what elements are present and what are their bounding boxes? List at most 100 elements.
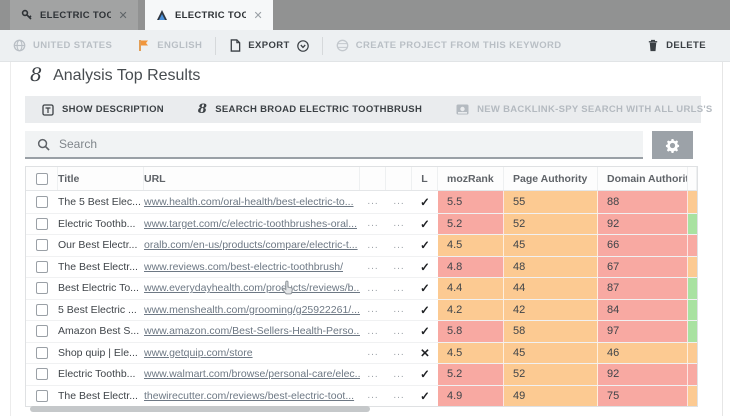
scrollbar-thumb[interactable] xyxy=(30,406,370,412)
tab-label: ELECTRIC TOOTHB... xyxy=(175,9,247,21)
search-input[interactable] xyxy=(59,137,575,151)
row-extra1: ... xyxy=(367,325,379,337)
row-linked-mark: ✓ xyxy=(420,304,430,317)
row-checkbox[interactable] xyxy=(36,260,48,273)
search-broad-button[interactable]: 8 SEARCH BROAD ELECTRIC TOOTHBRUSH xyxy=(181,96,439,123)
table-row[interactable]: 5 Best Electric ... www.menshealth.com/g… xyxy=(26,298,697,320)
language-selector[interactable]: ENGLISH xyxy=(125,30,215,61)
toolbar-divider xyxy=(321,36,323,55)
table-row[interactable]: Amazon Best S... www.amazon.com/Best-Sel… xyxy=(26,320,697,342)
row-page-authority: 44 xyxy=(504,278,598,299)
export-file-icon xyxy=(229,39,241,52)
row-url-link[interactable]: www.menshealth.com/grooming/g25922261/..… xyxy=(144,303,360,316)
column-header-page-authority[interactable]: Page Authority xyxy=(504,167,598,190)
column-header-linked[interactable]: L xyxy=(412,167,438,190)
row-clipped-cell xyxy=(688,235,697,256)
row-url-link[interactable]: www.health.com/oral-health/best-electric… xyxy=(144,195,354,208)
tab-analysis[interactable]: ELECTRIC TOOTHB... ✕ xyxy=(145,0,273,30)
close-icon[interactable]: ✕ xyxy=(118,9,128,22)
country-selector[interactable]: UNITED STATES xyxy=(0,30,125,61)
row-extra1: ... xyxy=(367,368,379,380)
close-icon[interactable]: ✕ xyxy=(253,9,263,22)
row-mozrank: 4.4 xyxy=(438,278,504,299)
trash-icon xyxy=(647,39,659,52)
table-row[interactable]: Best Electric To... www.everydayhealth.c… xyxy=(26,277,697,299)
table-row[interactable]: Electric Toothb... www.walmart.com/brows… xyxy=(26,363,697,385)
column-header-mozrank[interactable]: mozRank xyxy=(438,167,504,190)
row-title: 5 Best Electric ... xyxy=(58,303,137,316)
row-url-link[interactable]: www.walmart.com/browse/personal-care/ele… xyxy=(144,368,360,381)
toolbar: UNITED STATES ENGLISH EXPORT CREATE PROJ… xyxy=(0,30,730,62)
row-extra1: ... xyxy=(367,304,379,316)
table-body: The 5 Best Elec... www.health.com/oral-h… xyxy=(26,191,697,406)
row-extra1: ... xyxy=(367,282,379,294)
flag-icon xyxy=(138,39,150,52)
row-title: The 5 Best Elec... xyxy=(58,195,141,208)
row-checkbox[interactable] xyxy=(36,368,48,381)
settings-button[interactable] xyxy=(652,131,693,159)
row-clipped-cell xyxy=(688,213,697,234)
row-extra2: ... xyxy=(393,347,405,359)
row-page-authority: 52 xyxy=(504,364,598,385)
search-icon xyxy=(37,138,50,151)
row-extra1: ... xyxy=(367,196,379,208)
row-extra2: ... xyxy=(393,304,405,316)
tab-keyword[interactable]: ELECTRIC TOOTHB... ✕ xyxy=(10,0,138,30)
row-page-authority: 58 xyxy=(504,321,598,342)
row-url-link[interactable]: www.reviews.com/best-electric-toothbrush… xyxy=(144,260,343,273)
row-title: The Best Electr... xyxy=(58,389,138,402)
row-mozrank: 5.2 xyxy=(438,364,504,385)
row-domain-authority: 66 xyxy=(598,235,688,256)
row-checkbox[interactable] xyxy=(36,389,48,402)
globe-icon xyxy=(13,39,26,52)
row-page-authority: 42 xyxy=(504,299,598,320)
row-domain-authority: 92 xyxy=(598,213,688,234)
row-page-authority: 48 xyxy=(504,256,598,277)
select-all-checkbox[interactable] xyxy=(35,172,48,185)
row-checkbox[interactable] xyxy=(36,282,48,295)
row-url-link[interactable]: www.amazon.com/Best-Sellers-Health-Perso… xyxy=(144,325,360,338)
row-mozrank: 4.5 xyxy=(438,342,504,363)
show-description-button[interactable]: SHOW DESCRIPTION xyxy=(25,96,181,123)
table-row[interactable]: The Best Electr... www.reviews.com/best-… xyxy=(26,255,697,277)
table-row[interactable]: The 5 Best Elec... www.health.com/oral-h… xyxy=(26,191,697,213)
search-bar[interactable] xyxy=(25,131,643,159)
table-row[interactable]: Our Best Electr... oralb.com/en-us/produ… xyxy=(26,234,697,256)
row-checkbox[interactable] xyxy=(36,217,48,230)
row-extra1: ... xyxy=(367,390,379,402)
table-row[interactable]: Electric Toothb... www.target.com/c/elec… xyxy=(26,212,697,234)
column-header-domain-authority[interactable]: Domain Authority xyxy=(598,167,688,190)
row-url-link[interactable]: thewirecutter.com/reviews/best-electric-… xyxy=(144,389,355,402)
row-title: Best Electric To... xyxy=(58,282,139,295)
row-checkbox[interactable] xyxy=(36,346,48,359)
row-extra1: ... xyxy=(367,218,379,230)
create-project-label: CREATE PROJECT FROM THIS KEYWORD xyxy=(355,40,562,51)
column-header-extra1[interactable] xyxy=(360,167,386,190)
row-title: Electric Toothb... xyxy=(58,368,136,381)
column-header-extra2[interactable] xyxy=(386,167,412,190)
key-icon xyxy=(20,9,33,22)
row-url-link[interactable]: www.everydayhealth.com/products/reviews/… xyxy=(144,282,360,295)
chevron-down-circle-icon xyxy=(296,39,309,52)
row-url-link[interactable]: www.target.com/c/electric-toothbrushes-o… xyxy=(144,217,357,230)
table-row[interactable]: The Best Electr... thewirecutter.com/rev… xyxy=(26,384,697,406)
toolbar-divider xyxy=(215,36,217,55)
row-mozrank: 4.9 xyxy=(438,385,504,406)
google-analysis-icon: 8 xyxy=(30,64,43,86)
row-url-link[interactable]: www.getquip.com/store xyxy=(144,346,253,359)
table-row[interactable]: Shop quip | Ele... www.getquip.com/store… xyxy=(26,341,697,363)
row-checkbox[interactable] xyxy=(36,325,48,338)
row-url-link[interactable]: oralb.com/en-us/products/compare/electri… xyxy=(144,239,358,252)
column-header-url[interactable]: URL xyxy=(144,167,360,190)
row-extra1: ... xyxy=(367,239,379,251)
column-header-title[interactable]: Title xyxy=(58,167,144,190)
row-checkbox[interactable] xyxy=(36,303,48,316)
delete-button[interactable]: DELETE xyxy=(634,30,730,61)
actions-bar: SHOW DESCRIPTION 8 SEARCH BROAD ELECTRIC… xyxy=(25,96,712,123)
row-checkbox[interactable] xyxy=(36,195,48,208)
create-project-button[interactable]: CREATE PROJECT FROM THIS KEYWORD xyxy=(323,30,575,61)
search-broad-label: SEARCH BROAD ELECTRIC TOOTHBRUSH xyxy=(215,104,423,115)
row-checkbox[interactable] xyxy=(36,239,48,252)
export-button[interactable]: EXPORT xyxy=(216,30,321,61)
new-backlink-spy-button[interactable]: NEW BACKLINK-SPY SEARCH WITH ALL URLS'S xyxy=(439,96,729,123)
